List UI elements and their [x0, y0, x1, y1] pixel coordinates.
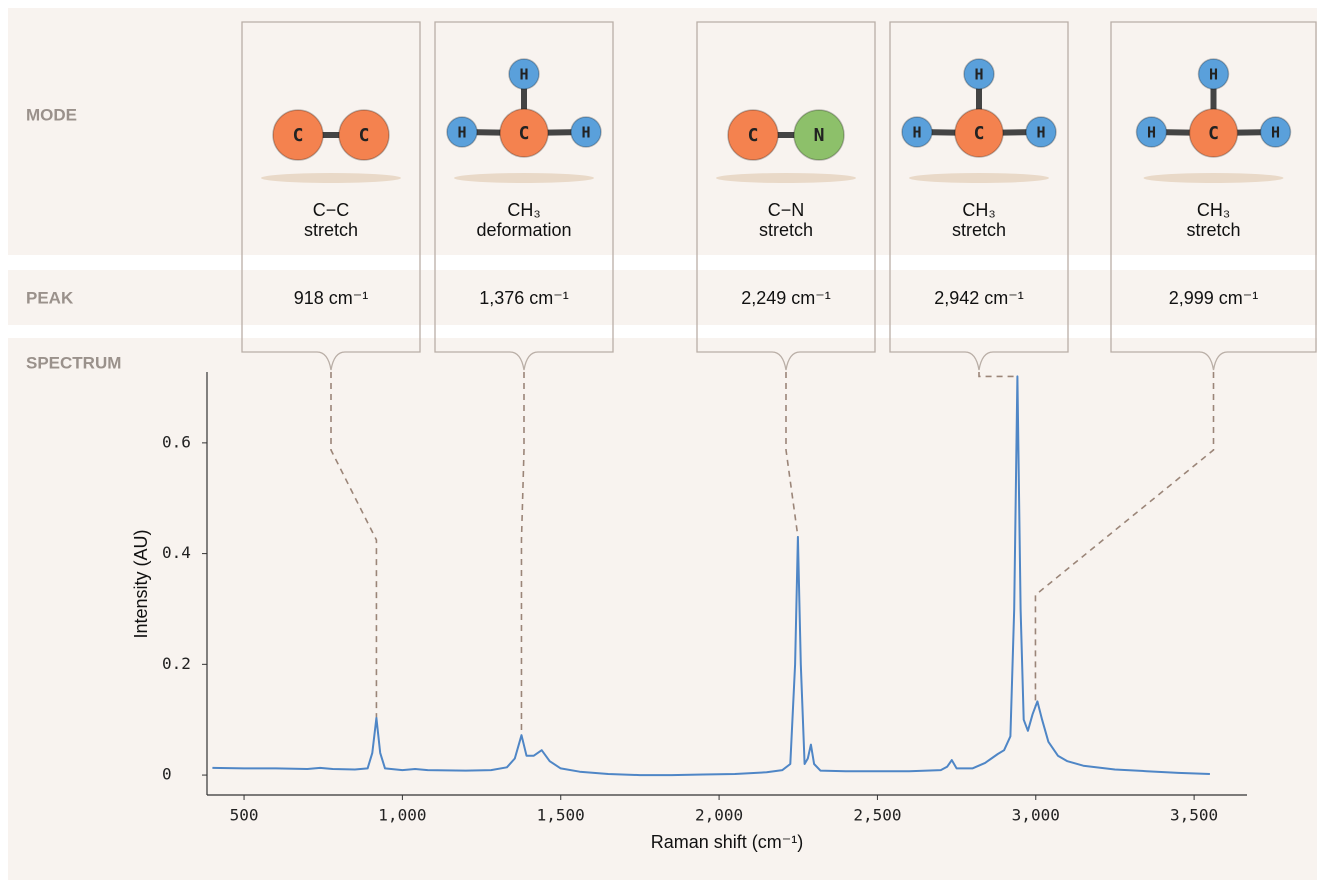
peak-label: 2,942 cm⁻¹	[934, 288, 1024, 308]
atom	[1135, 116, 1168, 148]
shadow	[454, 173, 594, 183]
atom-label: H	[1209, 66, 1218, 84]
atom	[954, 108, 1004, 158]
shadow	[261, 173, 401, 183]
peak-connector	[1034, 372, 1215, 707]
atom	[570, 116, 602, 148]
peak-label: 918 cm⁻¹	[294, 288, 369, 308]
x-tick-label: 500	[230, 806, 259, 825]
row-label: PEAK	[26, 288, 74, 307]
peak-connector	[785, 372, 799, 538]
shadow	[716, 173, 856, 183]
x-tick-label: 3,500	[1170, 806, 1218, 825]
y-tick-label: 0.2	[162, 654, 191, 673]
atom	[727, 109, 779, 161]
mode-box	[1110, 21, 1317, 371]
mode-box	[241, 21, 421, 371]
atom-label: C	[748, 125, 759, 146]
x-tick-label: 2,500	[853, 806, 901, 825]
mode-box	[696, 21, 876, 371]
mode-band	[8, 8, 1317, 255]
mode-name: CH₃	[1197, 200, 1230, 220]
peak-connector	[520, 372, 525, 736]
atom	[1197, 58, 1230, 90]
atom	[272, 109, 324, 161]
atom-label: H	[912, 124, 921, 142]
x-axis-title: Raman shift (cm⁻¹)	[651, 832, 804, 852]
atom-label: N	[814, 125, 825, 146]
shadow	[1143, 173, 1284, 183]
mode-kind: deformation	[476, 220, 571, 240]
peak-band	[8, 270, 1317, 325]
atom	[963, 58, 995, 90]
mode-name: C−C	[313, 200, 350, 220]
x-tick-label: 1,500	[537, 806, 585, 825]
mode-kind: stretch	[1186, 220, 1240, 240]
atom-label: H	[457, 124, 466, 142]
row-label: MODE	[26, 105, 77, 124]
peak-label: 2,249 cm⁻¹	[741, 288, 831, 308]
atom	[793, 109, 845, 161]
atom-label: H	[519, 66, 528, 84]
peak-label: 2,999 cm⁻¹	[1169, 288, 1259, 308]
y-tick-label: 0	[162, 765, 172, 784]
mode-name: CH₃	[962, 200, 995, 220]
x-tick-label: 2,000	[695, 806, 743, 825]
atom-label: H	[1036, 124, 1045, 142]
atom-label: C	[974, 123, 985, 144]
peak-label: 1,376 cm⁻¹	[479, 288, 569, 308]
row-label: SPECTRUM	[26, 353, 121, 372]
atom	[446, 116, 478, 148]
atom-label: C	[359, 125, 370, 146]
mode-kind: stretch	[759, 220, 813, 240]
atom-label: H	[1271, 124, 1280, 142]
atom-label: C	[293, 125, 304, 146]
atom	[1025, 116, 1057, 148]
atom	[901, 116, 933, 148]
spectrum-line	[212, 375, 1210, 777]
mode-kind: stretch	[952, 220, 1006, 240]
mode-name: CH₃	[507, 200, 540, 220]
y-tick-label: 0.4	[162, 543, 191, 562]
atom-label: C	[1208, 123, 1219, 144]
atom	[508, 58, 540, 90]
atom-label: H	[581, 124, 590, 142]
atom-label: H	[1147, 124, 1156, 142]
atom-label: C	[519, 123, 530, 144]
mode-box	[889, 21, 1069, 371]
mode-kind: stretch	[304, 220, 358, 240]
atom	[499, 108, 549, 158]
spectrum-band	[8, 338, 1317, 880]
molecule: H C H H	[1135, 58, 1292, 158]
molecule: H C H H	[901, 58, 1057, 158]
atom	[338, 109, 390, 161]
shadow	[909, 173, 1049, 183]
atom	[1188, 108, 1239, 158]
peak-connector	[978, 372, 1018, 378]
atom	[1259, 116, 1292, 148]
molecule: H C H H	[446, 58, 602, 158]
mode-name: C−N	[768, 200, 805, 220]
y-tick-label: 0.6	[162, 432, 191, 451]
y-axis-title: Intensity (AU)	[131, 529, 151, 638]
peak-connector	[330, 372, 378, 719]
x-tick-label: 1,000	[378, 806, 426, 825]
x-tick-label: 3,000	[1012, 806, 1060, 825]
atom-label: H	[974, 66, 983, 84]
mode-box	[434, 21, 614, 371]
